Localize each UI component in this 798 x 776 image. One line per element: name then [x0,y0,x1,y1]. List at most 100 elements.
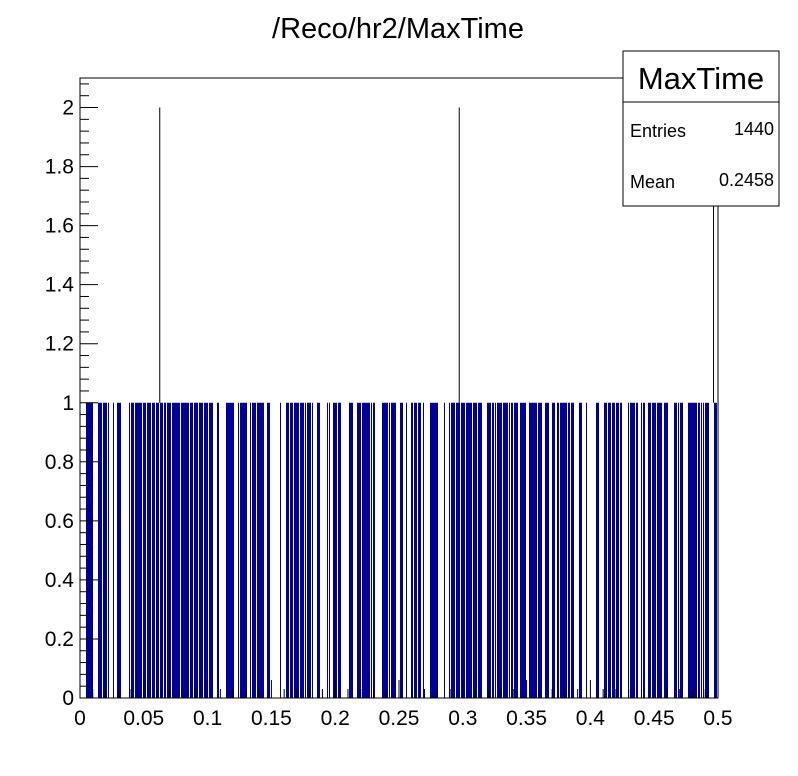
histogram-bar [657,402,661,698]
x-tick-label: 0.3 [448,707,477,730]
histogram-bar [552,402,555,698]
x-tick-label: 0.4 [576,707,606,730]
histogram-bar [298,402,299,698]
stats-title: MaxTime [638,61,764,96]
histogram-bar [514,402,518,698]
histogram-bar [451,402,455,698]
histogram-bar [596,402,599,698]
y-tick-label: 1.6 [45,215,74,238]
histogram-bar [241,402,245,698]
histogram-bar [714,402,717,698]
histogram-bar [604,402,607,698]
histogram-bar [633,402,635,698]
histogram-bar [520,402,521,698]
histogram-bar [461,402,465,698]
histogram-bar [357,402,360,698]
histogram-bar [250,402,251,698]
histogram-bar [117,402,121,698]
y-tick-label: 1.4 [45,274,75,297]
x-tick-label: 0.25 [379,707,420,730]
histogram-bar [164,402,166,698]
histogram-bar [317,402,320,698]
histogram-bar [291,402,293,698]
histogram-bar [131,402,134,698]
y-tick-label: 0.6 [45,510,74,533]
histogram-bar [434,402,438,698]
histogram-bar [680,402,683,698]
histogram-bar [373,402,375,698]
histogram-bar [303,402,304,698]
histogram-bar [129,402,130,698]
histogram-bar [184,402,185,698]
histogram-bar [294,402,298,698]
histogram-bar [503,402,504,698]
histogram-bar [176,402,180,698]
histogram-bar [643,402,645,698]
y-tick-label: 1.2 [45,333,74,356]
histogram-bar [620,402,622,698]
histogram-bar [511,402,512,698]
histogram-bar [349,402,353,698]
histogram-bar [616,402,619,698]
histogram-bar [139,402,142,698]
y-tick-label: 1.8 [45,156,74,179]
histogram-bar [521,402,522,698]
y-tick-label: 0.8 [45,451,74,474]
histogram-bar [280,402,281,698]
histogram-bar [529,402,532,698]
histogram-bar [509,402,510,698]
histogram-bar [608,402,610,698]
histogram-bar [300,402,303,698]
histogram-bar [371,402,372,698]
histogram-bar [329,402,330,698]
histogram-bar [86,402,89,698]
histogram-bar [705,402,707,698]
stats-entries-label: Entries [630,121,686,141]
histogram-bar [579,402,582,698]
histogram-bar [108,402,109,698]
y-axis: 0 0.2 0.4 0.6 0.8 1 1.2 1.4 1.6 1.8 2 [45,83,98,710]
histogram-bar [217,402,219,698]
histogram-bar [391,402,393,698]
histogram-bar [430,402,431,698]
histogram-bar [389,402,390,698]
histogram-bar [238,402,239,698]
stats-box-frame [622,50,780,207]
histogram-bar [636,402,638,698]
histogram-bar [560,402,563,698]
histogram-bar [664,402,668,698]
histogram-bar [690,402,693,698]
histogram-bar [287,402,289,698]
histogram-bar [204,402,208,698]
histogram-bar [568,402,570,698]
histogram-bar [382,402,385,698]
histogram-bar [688,402,690,698]
histogram-bar [103,402,107,698]
histogram-bar [290,402,291,698]
histogram-bar [674,402,677,698]
histogram-bar [701,402,702,698]
histogram-bar [167,402,171,698]
histogram-bar [456,402,460,698]
histogram-bar [406,402,407,698]
histogram-bar [89,402,93,698]
histogram-bar [423,402,424,698]
histogram-bar [433,402,434,698]
histogram-bar [475,402,477,698]
histogram-bar [156,402,159,698]
x-tick-label: 0.45 [634,707,675,730]
histogram-bar [172,402,176,698]
histogram-bar [652,402,656,698]
histogram-bar [185,402,189,698]
histogram-bar [540,402,542,698]
histogram-bar [257,402,260,698]
y-tick-label: 0 [62,687,74,710]
histogram-bar [505,402,508,698]
histogram-bar [532,402,533,698]
histogram-bar [703,402,704,698]
stats-entries-value: 1440 [734,119,774,139]
histogram-bar [245,402,247,698]
histogram-bar [305,402,306,698]
histogram-bar [194,402,198,698]
